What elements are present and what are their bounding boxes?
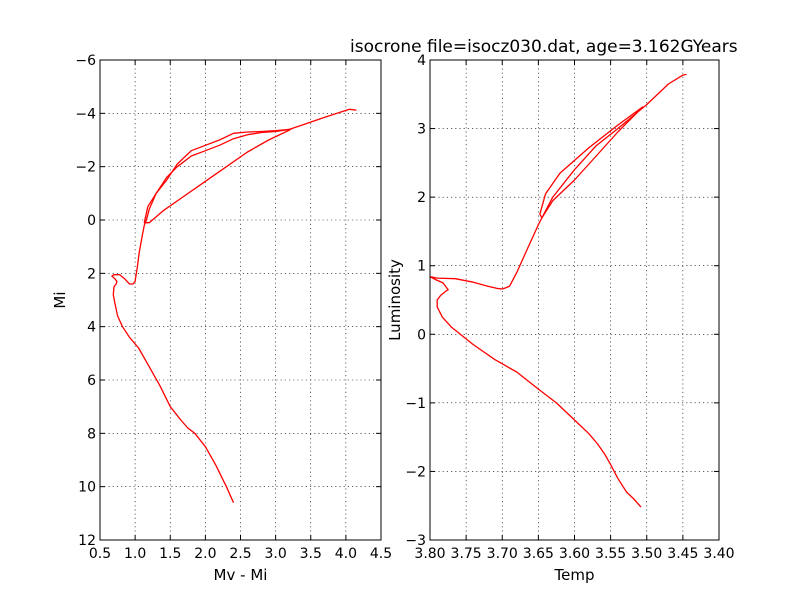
left-x-tick-label: 1.5 <box>159 546 181 562</box>
right-y-tick-label: 1 <box>417 259 426 275</box>
left-x-tick-label: 1.0 <box>124 546 146 562</box>
left-y-tick-label: 12 <box>78 533 96 549</box>
left-x-axis-label: Mv - Mi <box>214 566 268 584</box>
right-x-tick-label: 3.60 <box>559 546 590 562</box>
right-x-tick-label: 3.70 <box>487 546 518 562</box>
right-y-tick-label: −3 <box>405 533 426 549</box>
left-y-tick-label: −6 <box>75 53 96 69</box>
right-x-tick-label: 3.45 <box>667 546 698 562</box>
left-y-tick-label: 4 <box>87 320 96 336</box>
left-series-2-line <box>143 128 292 224</box>
right-y-tick-label: 2 <box>417 190 426 206</box>
left-series-1-line <box>111 108 357 503</box>
left-y-tick-label: −4 <box>75 106 96 122</box>
figure-title: isocrone file=isocz030.dat, age=3.162GYe… <box>350 37 738 57</box>
left-x-tick-label: 3.0 <box>264 546 286 562</box>
right-y-tick-label: 3 <box>417 122 426 138</box>
left-y-tick-label: 8 <box>87 426 96 442</box>
right-y-tick-label: 0 <box>417 327 426 343</box>
left-y-tick-label: −2 <box>75 160 96 176</box>
right-x-tick-label: 3.50 <box>631 546 662 562</box>
right-y-tick-label: −2 <box>405 464 426 480</box>
right-series-2-line <box>539 106 644 219</box>
left-y-tick-label: 6 <box>87 373 96 389</box>
right-x-tick-label: 3.65 <box>523 546 554 562</box>
right-panel-hr-plot: 3.80 3.75 3.70 3.65 3.60 3.55 3.50 3.45 3.40 −3 −2… <box>386 53 735 584</box>
left-x-tick-label: 2.5 <box>229 546 251 562</box>
right-x-axis-label: Temp <box>554 566 595 584</box>
left-y-tick-label: 0 <box>87 213 96 229</box>
right-x-tick-label: 3.75 <box>451 546 482 562</box>
left-x-tick-label: 4.5 <box>370 546 392 562</box>
left-x-tick-label: 0.5 <box>89 546 111 562</box>
right-series-1-line <box>430 73 687 508</box>
right-x-tick-label: 3.40 <box>703 546 734 562</box>
left-x-tick-label: 3.5 <box>300 546 322 562</box>
right-x-tick-label: 3.80 <box>414 546 445 562</box>
left-panel-cmd-plot: 0.5 1.0 1.5 2.0 2.5 3.0 3.5 4.0 4.5 −6 −4 −2 0 2 4 6 8 10… <box>51 53 392 584</box>
right-y-tick-label: 4 <box>417 53 426 69</box>
right-x-tick-label: 3.55 <box>595 546 626 562</box>
left-x-tick-label: 2.0 <box>194 546 216 562</box>
right-y-axis-label: Luminosity <box>386 259 404 341</box>
left-y-tick-label: 10 <box>78 480 96 496</box>
left-x-tick-label: 4.0 <box>335 546 357 562</box>
left-y-tick-label: 2 <box>87 266 96 282</box>
left-y-axis-label: Mi <box>51 291 69 308</box>
right-y-tick-label: −1 <box>405 396 426 412</box>
